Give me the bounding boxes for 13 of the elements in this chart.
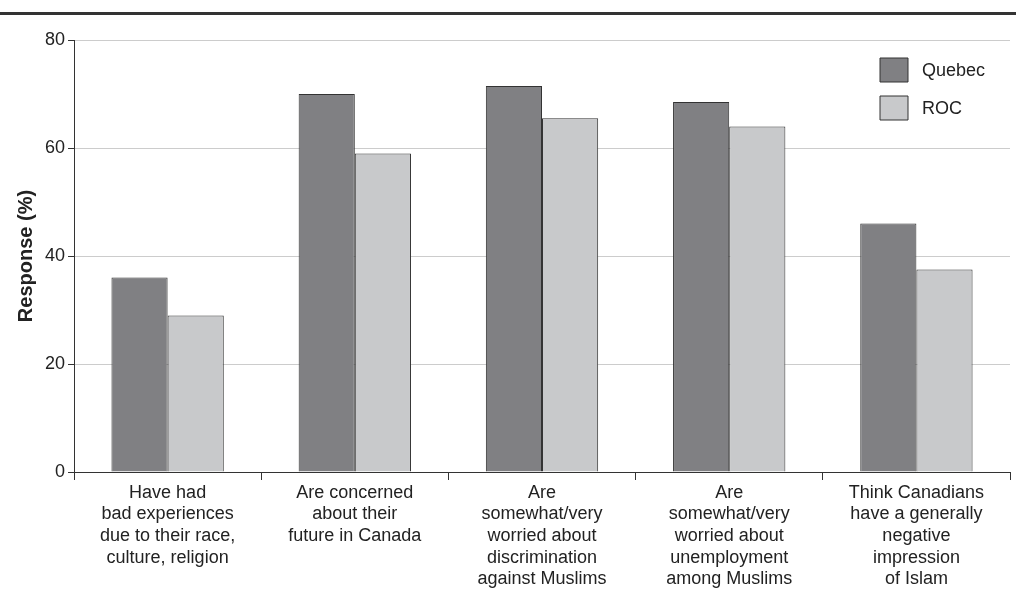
y-tick-label: 40 xyxy=(44,244,66,265)
x-tick-label: Think Canadians have a generally negative impression of Islam xyxy=(848,481,984,589)
y-tick-label: 20 xyxy=(44,352,66,373)
y-tick-label: 0 xyxy=(55,460,66,481)
y-axis-title: Response (%) xyxy=(13,189,36,323)
legend-label: Quebec xyxy=(922,59,986,80)
x-tick-label: Are somewhat/very worried about unemployment among Muslims xyxy=(666,481,793,589)
x-tick-label: Are somewhat/very worried about discrimination against Muslims xyxy=(477,481,607,589)
legend-label: ROC xyxy=(922,97,962,118)
y-tick-label: 80 xyxy=(44,28,66,49)
y-tick-label: 60 xyxy=(44,136,66,157)
x-tick-label: Have had bad experiences due to their race, culture, religion xyxy=(100,481,236,567)
x-tick-label: Are concerned about their future in Canada xyxy=(288,481,423,545)
